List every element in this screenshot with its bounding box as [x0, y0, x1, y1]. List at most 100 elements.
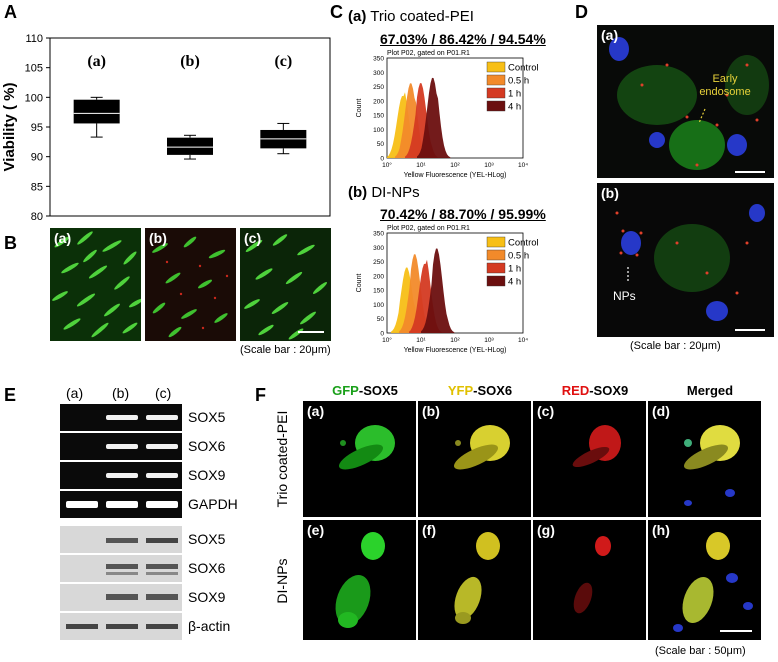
y-tick-label: 150 — [373, 113, 384, 120]
x-axis-label: Yellow Fluorescence (YEL-HLog) — [404, 347, 507, 354]
nps-label: NPs — [613, 289, 636, 303]
gel-gapdh — [60, 491, 182, 518]
legend-swatch — [486, 61, 506, 73]
y-tick-label: 100 — [25, 92, 43, 104]
group-label: (a) — [87, 53, 106, 70]
y-tick-label: 0 — [380, 156, 384, 163]
y-tick-label: 100 — [373, 302, 384, 309]
x-tick-label: 10³ — [484, 162, 494, 169]
x-tick-label: 10² — [450, 337, 460, 344]
confocal-g: (g) — [533, 520, 646, 640]
y-tick-label: 85 — [31, 181, 43, 193]
histogram-series — [405, 83, 439, 158]
endosome-image-a: (a) Early endosome — [597, 25, 774, 178]
y-tick-label: 95 — [31, 122, 43, 134]
image-tag: (f) — [422, 522, 436, 538]
image-tag: (a) — [307, 403, 325, 419]
row-label-dinps: DI-NPs — [272, 522, 292, 640]
blot-sox9 — [60, 584, 182, 611]
x-tick-label: 10° — [382, 336, 392, 344]
legend-label: 1 h — [508, 264, 521, 275]
panel-a-label: A — [4, 2, 17, 22]
y-tick-label: 300 — [373, 245, 384, 252]
panel-c-b-title: (b) DI-NPs — [348, 184, 420, 201]
lane-label: (a) — [66, 385, 84, 401]
image-tag: (c) — [537, 403, 555, 419]
blot-label: SOX9 — [188, 589, 226, 605]
legend-swatch — [486, 249, 506, 261]
y-tick-label: 250 — [373, 259, 384, 266]
cell-image-b-b: (b) — [145, 228, 236, 341]
endosome-image-b: (b) NPs — [597, 183, 774, 337]
yfp-texture — [453, 425, 510, 470]
cell-image-b-c: (c) — [240, 228, 331, 341]
image-tag: (d) — [652, 403, 670, 419]
confocal-b: (b) — [418, 401, 531, 517]
header-gfp: GFP-SOX5 — [310, 383, 420, 398]
image-tag: (g) — [537, 522, 555, 538]
scale-bar-caption-b: (Scale bar : 20μm) — [240, 344, 331, 356]
panel-c-a-tag: (a) — [348, 8, 367, 25]
x-axis-label: Yellow Fluorescence (YEL-HLog) — [404, 172, 507, 179]
panel-c-b-tag: (b) — [348, 184, 368, 201]
early-endosome-label: Early endosome — [699, 73, 751, 98]
legend-swatch — [486, 100, 506, 112]
panel-c-label: C — [330, 2, 343, 22]
legend-swatch — [486, 236, 506, 248]
blot-label: β-actin — [188, 618, 231, 634]
header-prefix: GFP — [332, 383, 359, 398]
header-prefix: RED — [561, 383, 590, 398]
y-tick-label: 110 — [25, 33, 43, 45]
endosome-texture — [609, 37, 769, 173]
y-tick-label: 50 — [377, 316, 385, 323]
histogram-series — [409, 259, 443, 333]
lane-label: (b) — [112, 385, 130, 401]
legend-label: 1 h — [508, 89, 521, 100]
y-tick-label: 80 — [31, 211, 43, 223]
scale-bar-caption-d: (Scale bar : 20μm) — [630, 340, 721, 352]
panel-c-a-title: (a) Trio coated-PEI — [348, 8, 474, 25]
nps-texture — [615, 204, 765, 331]
cell-texture — [152, 236, 229, 338]
red-texture — [573, 536, 611, 614]
image-tag: (a) — [601, 27, 619, 43]
y-tick-label: 0 — [380, 331, 384, 338]
x-tick-label: 10² — [450, 162, 460, 169]
panel-c-b-percent: 70.42% / 88.70% / 95.99% — [380, 206, 546, 222]
gel-label: SOX6 — [188, 438, 226, 454]
box — [167, 137, 213, 155]
header-suffix: Merged — [686, 383, 734, 398]
legend-swatch — [486, 275, 506, 287]
confocal-f: (f) — [418, 520, 531, 640]
lane-labels: (a) (b) (c) — [60, 383, 186, 405]
gel-label: SOX5 — [188, 409, 226, 425]
legend-label: Control — [508, 63, 539, 74]
header-suffix: -SOX9 — [589, 383, 629, 398]
plot-caption: Plot P02, gated on P01.R1 — [387, 225, 470, 232]
histogram-series — [399, 254, 433, 333]
scale-bar — [298, 331, 324, 333]
cell-image-b-a: (a) — [50, 228, 141, 341]
viability-box-chart: 110 105 100 95 90 85 80 Viability ( %) (a) (b) (c) — [1, 33, 331, 223]
cell-texture — [52, 231, 141, 338]
panel-e-label: E — [4, 385, 17, 405]
header-merged: Merged — [655, 383, 765, 398]
legend-label: 0.5 h — [508, 251, 529, 262]
group-label: (b) — [180, 53, 200, 70]
gfp-texture — [338, 425, 395, 470]
image-tag: (b) — [601, 185, 619, 201]
legend-swatch — [486, 87, 506, 99]
group-label: (c) — [274, 53, 292, 70]
image-tag: (e) — [307, 522, 325, 538]
blot-sox5 — [60, 526, 182, 553]
image-tag: (b) — [149, 230, 167, 246]
y-tick-label: 105 — [25, 63, 43, 75]
y-tick-label: 250 — [373, 84, 384, 91]
blot-label: SOX5 — [188, 531, 226, 547]
x-tick-label: 10¹ — [416, 337, 426, 344]
gel-label: GAPDH — [188, 496, 238, 512]
header-red: RED-SOX9 — [540, 383, 650, 398]
y-tick-label: 150 — [373, 288, 384, 295]
